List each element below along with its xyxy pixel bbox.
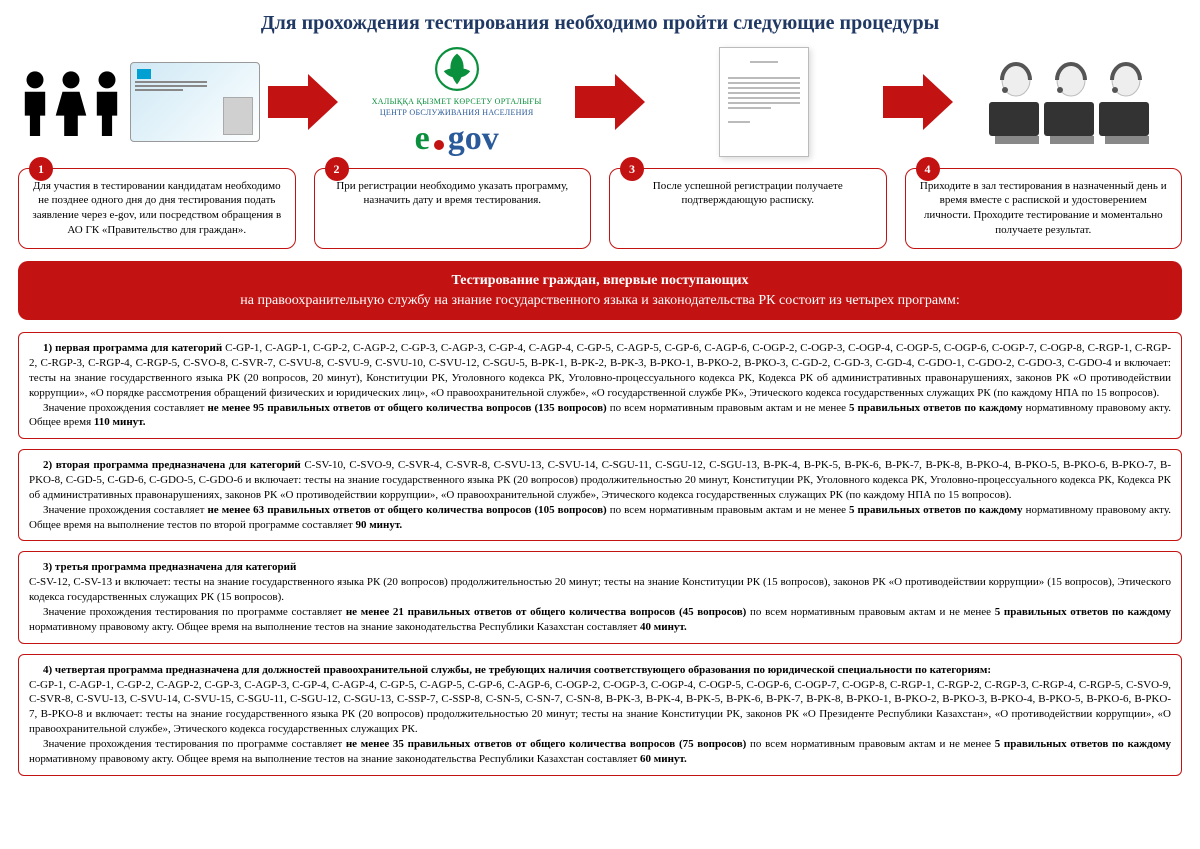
egov-logo: e gov	[372, 120, 542, 158]
step-badge: 4	[916, 157, 940, 181]
step-card-3: 3 После успешной регистрации получаете п…	[609, 168, 887, 249]
program-1: 1) первая программа для категорий C-GP-1…	[18, 332, 1182, 439]
program-4: 4) четвертая программа предназначена для…	[18, 654, 1182, 776]
step-text: После успешной регистрации получаете под…	[620, 179, 876, 209]
step-text: Для участия в тестировании кандидатам не…	[29, 179, 285, 238]
people-icon	[18, 67, 124, 137]
egov-dot-icon	[434, 140, 444, 150]
step-card-1: 1 Для участия в тестировании кандидатам …	[18, 168, 296, 249]
page-title: Для прохождения тестирования необходимо …	[18, 12, 1182, 35]
step-badge: 3	[620, 157, 644, 181]
step-card-4: 4 Приходите в зал тестирования в назначе…	[905, 168, 1183, 249]
flow-step-2-graphic: ХАЛЫҚҚА ҚЫЗМЕТ КӨРСЕТУ ОРТАЛЫҒЫ ЦЕНТР ОБ…	[346, 47, 567, 158]
egov-gov: gov	[448, 120, 499, 158]
id-card-icon	[130, 62, 260, 142]
document-icon	[719, 47, 809, 157]
step-text: Приходите в зал тестирования в назначенн…	[916, 179, 1172, 238]
section-banner: Тестирование граждан, впервые поступающи…	[18, 261, 1182, 320]
program-3: 3) третья программа предназначена для ка…	[18, 551, 1182, 643]
egov-leaf-icon	[435, 47, 479, 91]
process-flow: ХАЛЫҚҚА ҚЫЗМЕТ КӨРСЕТУ ОРТАЛЫҒЫ ЦЕНТР ОБ…	[18, 47, 1182, 158]
program-2: 2) вторая программа предназначена для ка…	[18, 449, 1182, 541]
step-badge: 1	[29, 157, 53, 181]
flow-step-4-graphic	[961, 52, 1182, 152]
operators-icon	[981, 52, 1161, 152]
flow-step-1-graphic	[18, 62, 260, 142]
arrow-1	[268, 74, 338, 130]
flow-step-3-graphic	[653, 47, 874, 157]
egov-e: e	[415, 120, 430, 158]
egov-caption-kk: ХАЛЫҚҚА ҚЫЗМЕТ КӨРСЕТУ ОРТАЛЫҒЫ	[372, 98, 542, 107]
step-cards-row: 1 Для участия в тестировании кандидатам …	[18, 168, 1182, 249]
banner-line-1: Тестирование граждан, впервые поступающи…	[34, 271, 1166, 291]
step-text: При регистрации необходимо указать прогр…	[325, 179, 581, 209]
arrow-2	[575, 74, 645, 130]
arrow-3	[883, 74, 953, 130]
step-card-2: 2 При регистрации необходимо указать про…	[314, 168, 592, 249]
egov-caption-ru: ЦЕНТР ОБСЛУЖИВАНИЯ НАСЕЛЕНИЯ	[372, 109, 542, 118]
banner-line-2: на правоохранительную службу на знание г…	[34, 291, 1166, 311]
step-badge: 2	[325, 157, 349, 181]
